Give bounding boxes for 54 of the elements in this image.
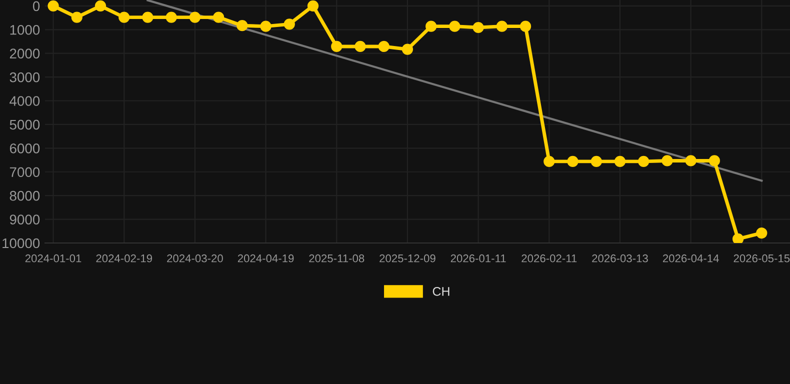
y-tick-label: 6000: [10, 144, 40, 154]
point: [118, 12, 130, 23]
point: [71, 12, 82, 23]
point: [331, 40, 342, 52]
point: [142, 12, 154, 23]
point: [402, 44, 414, 55]
y-tick-label: 10000: [2, 238, 40, 248]
point: [662, 155, 673, 166]
point: [48, 0, 59, 12]
point: [236, 20, 248, 32]
point: [590, 156, 602, 168]
point: [260, 20, 272, 32]
point: [756, 227, 768, 239]
x-tick-label: 2026-01-11: [450, 254, 506, 262]
point: [378, 40, 390, 52]
point: [614, 156, 626, 168]
legend-label: CH: [432, 286, 450, 296]
point: [638, 156, 650, 168]
point: [426, 20, 437, 32]
x-tick-label: 2025-11-08: [309, 254, 364, 262]
y-tick-label: 8000: [10, 190, 40, 201]
x-tick-label: 2024-02-19: [96, 254, 152, 262]
point: [685, 155, 696, 166]
y-tick-label: 3000: [10, 72, 40, 82]
point: [708, 155, 720, 166]
point: [496, 20, 508, 32]
point: [213, 12, 224, 23]
x-tick-label: 2024-01-01: [25, 254, 82, 262]
x-tick-label: 2024-04-19: [238, 254, 294, 262]
point: [567, 156, 578, 168]
y-tick-label: 7000: [10, 167, 40, 178]
point: [472, 22, 484, 34]
point: [189, 12, 200, 23]
point: [449, 20, 460, 32]
x-tick-label: 2026-03-13: [592, 254, 648, 262]
point: [94, 0, 106, 12]
x-tick-label: 2026-05-15: [734, 254, 790, 262]
x-tick-label: 2026-02-11: [522, 254, 577, 262]
point: [544, 156, 555, 168]
y-tick-label: 0: [32, 1, 40, 12]
y-tick-label: 9000: [10, 214, 40, 224]
x-tick-label: 2025-12-09: [380, 254, 436, 262]
x-tick-label: 2024-03-20: [167, 254, 223, 262]
point: [284, 18, 295, 30]
point: [166, 12, 177, 23]
point: [520, 20, 532, 32]
point: [307, 0, 319, 12]
y-tick-label: 4000: [10, 96, 40, 106]
y-tick-label: 1000: [10, 24, 40, 35]
point: [732, 233, 744, 243]
point: [354, 40, 366, 52]
y-tick-label: 2000: [10, 48, 40, 59]
y-tick-label: 5000: [10, 120, 40, 130]
x-tick-label: 2026-04-14: [662, 254, 719, 262]
